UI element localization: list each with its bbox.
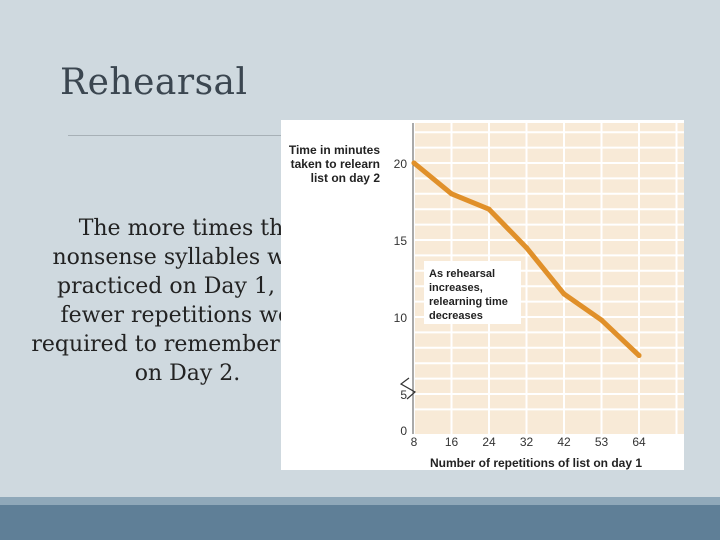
chart-panel: Time in minutes taken to relearn list on d…	[281, 120, 684, 470]
y-axis-title-line: Time in minutes	[289, 143, 380, 157]
data-point	[636, 353, 642, 358]
data-point	[411, 160, 417, 166]
x-tick-label: 32	[520, 435, 534, 449]
data-point	[599, 317, 604, 323]
axis-break-mark	[399, 377, 417, 400]
annotation-line: relearning time	[429, 296, 508, 308]
data-point	[524, 245, 529, 251]
x-tick-label: 53	[595, 435, 609, 449]
data-point	[486, 206, 492, 212]
annotation-line: decreases	[429, 310, 483, 322]
y-axis-title-line: list on day 2	[311, 171, 381, 185]
y-tick-label: 20	[394, 157, 408, 171]
y-tick-label: 10	[394, 311, 408, 325]
y-axis-title-line: taken to relearn	[291, 157, 380, 171]
y-tick-label: 0	[400, 424, 407, 438]
y-tick-label: 5	[400, 388, 407, 402]
x-tick-label: 64	[632, 435, 646, 449]
x-tick-label: 16	[445, 435, 459, 449]
annotation-line: As rehearsal	[429, 268, 495, 280]
annotation-box	[424, 261, 521, 324]
annotation-text: As rehearsal increases, relearning time dec…	[429, 268, 508, 322]
x-tick-label: 8	[411, 435, 418, 449]
x-tick-labels: 8 16 24 32 42 53 64	[411, 435, 646, 449]
gridlines	[412, 123, 684, 434]
x-tick-label: 24	[482, 435, 496, 449]
x-tick-label: 42	[557, 435, 571, 449]
y-tick-labels: 0 5 10 15 20	[394, 157, 408, 438]
title-divider	[68, 135, 283, 136]
annotation-line: increases,	[429, 282, 483, 294]
slide-body-text: The more times the nonsense syllables we…	[31, 216, 344, 386]
data-point	[449, 191, 454, 197]
footer-accent-stripe	[0, 497, 720, 505]
slide-title: Rehearsal	[60, 62, 248, 103]
x-axis-title: Number of repetitions of list on day 1	[430, 456, 642, 470]
data-point	[561, 291, 567, 297]
footer-bar	[0, 505, 720, 540]
y-tick-label: 15	[394, 234, 408, 248]
